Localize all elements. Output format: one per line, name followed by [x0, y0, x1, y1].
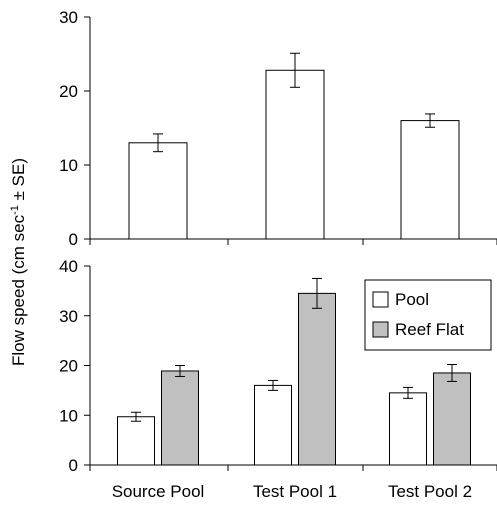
- bar-source-pool: [128, 142, 188, 240]
- bar-source-pool-pool: [117, 416, 155, 466]
- bar-source-pool-reef-flat: [161, 370, 199, 466]
- legend-swatch-reef-flat: [372, 321, 389, 338]
- bar-test-pool-1: [265, 69, 325, 240]
- x-tick-label-test-pool-2: Test Pool 2: [388, 482, 472, 501]
- y-tick-label: 30: [59, 8, 78, 27]
- legend-swatch-pool: [372, 291, 389, 308]
- bar-test-pool-2: [400, 120, 460, 240]
- y-tick-label: 10: [59, 406, 78, 425]
- y-tick-label: 20: [59, 357, 78, 376]
- legend-label-pool: Pool: [395, 290, 429, 309]
- y-tick-label: 10: [59, 156, 78, 175]
- top-panel: 0 10 20 30: [59, 8, 497, 249]
- y-tick-label: 30: [59, 307, 78, 326]
- legend-label-reef-flat: Reef Flat: [395, 320, 464, 339]
- bar-test-pool-2-reef-flat: [433, 372, 471, 466]
- y-axis-title-superscript: -1: [9, 205, 21, 215]
- x-tick-label-test-pool-1: Test Pool 1: [253, 482, 337, 501]
- y-tick-label: 20: [59, 82, 78, 101]
- x-tick-label-source-pool: Source Pool: [112, 482, 205, 501]
- y-tick-label: 0: [69, 456, 78, 475]
- bar-test-pool-1-pool: [254, 384, 292, 466]
- x-axis-labels: Source Pool Test Pool 1 Test Pool 2: [112, 482, 472, 501]
- y-tick-label: 40: [59, 257, 78, 276]
- bar-test-pool-2-pool: [389, 392, 427, 466]
- bottom-panel: 0 10 20 30 40: [59, 257, 497, 475]
- bar-test-pool-1-reef-flat: [298, 292, 336, 466]
- y-axis-title: Flow speed (cm sec-1 ± SE): [9, 158, 28, 366]
- y-tick-label: 0: [69, 230, 78, 249]
- legend: Pool Reef Flat: [364, 279, 492, 351]
